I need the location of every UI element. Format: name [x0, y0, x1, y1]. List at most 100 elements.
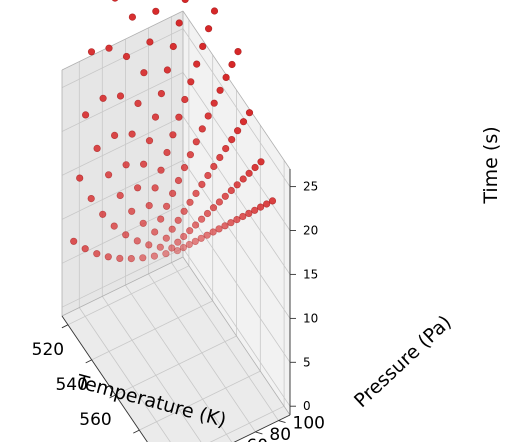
data-point	[93, 144, 101, 152]
data-point	[150, 252, 158, 260]
data-point	[181, 0, 189, 3]
grid-line-y-floor	[148, 273, 256, 433]
data-point	[111, 0, 119, 2]
data-point	[239, 118, 248, 126]
data-point	[173, 247, 181, 255]
data-point	[99, 210, 107, 218]
data-point	[203, 209, 212, 218]
data-point	[152, 7, 160, 15]
data-point	[203, 231, 211, 239]
data-point	[122, 231, 130, 239]
data-point	[186, 198, 194, 206]
grid-line-z-side	[61, 116, 184, 176]
data-point	[157, 166, 165, 174]
y-axis-label: Pressure (Pa)	[350, 311, 456, 412]
data-point	[180, 232, 188, 241]
data-point	[197, 234, 205, 242]
data-point	[175, 19, 183, 27]
data-point	[192, 138, 200, 146]
pane-edge	[182, 10, 291, 170]
data-point	[134, 184, 142, 192]
data-point	[210, 7, 219, 15]
tick-labels: 520540560580600204060801000510152025	[32, 180, 325, 442]
data-point	[185, 240, 193, 249]
y-tick-label: 80	[269, 425, 291, 442]
data-point	[193, 60, 201, 68]
data-point	[110, 222, 118, 230]
y-tick-label: 60	[246, 436, 268, 442]
grid-line-z-back	[182, 247, 291, 407]
data-point	[175, 113, 183, 121]
data-point	[134, 99, 142, 107]
data-point	[186, 227, 194, 235]
data-point	[245, 209, 253, 217]
data-point	[227, 219, 235, 227]
data-point	[268, 197, 277, 205]
data-point	[257, 203, 265, 211]
grid-line-z-back	[182, 116, 291, 275]
data-point	[81, 245, 89, 253]
data-point	[145, 202, 153, 210]
data-point	[221, 222, 229, 230]
data-point	[198, 125, 206, 133]
z-tick-label: 5	[303, 355, 311, 369]
x-tick	[61, 324, 69, 329]
x-tick	[109, 394, 116, 399]
z-tick-label: 0	[303, 399, 311, 413]
grid-line-x-floor	[209, 405, 285, 442]
data-point	[233, 181, 241, 189]
x-tick	[133, 429, 140, 434]
data-point	[221, 192, 229, 200]
data-point	[139, 219, 147, 227]
data-point	[234, 47, 242, 56]
data-point	[216, 86, 224, 94]
data-point	[127, 255, 135, 263]
data-points	[70, 0, 277, 263]
grid-line-y-floor	[125, 284, 233, 442]
grid-line-z-back	[182, 204, 291, 363]
x-tick-label: 540	[55, 375, 87, 395]
data-point	[162, 234, 170, 242]
data-point	[222, 73, 230, 81]
data-point	[122, 161, 130, 169]
tick-marks	[61, 186, 296, 435]
data-point	[87, 195, 95, 203]
data-point	[157, 89, 165, 98]
data-point	[205, 25, 213, 33]
data-point	[93, 250, 101, 258]
data-point	[204, 171, 212, 180]
data-point	[227, 186, 235, 195]
y-tick	[278, 420, 286, 424]
data-point	[169, 131, 177, 139]
grid-line-x-floor	[67, 265, 190, 326]
data-point	[233, 216, 241, 224]
z-tick-label: 15	[303, 267, 318, 281]
data-point	[157, 215, 165, 223]
data-point	[140, 69, 148, 77]
data-point	[110, 131, 119, 139]
data-point	[146, 38, 154, 46]
axis-edges	[61, 10, 291, 442]
grid-line-x-floor	[115, 335, 237, 396]
data-point	[104, 171, 113, 179]
floor-pane	[62, 257, 290, 442]
data-point	[228, 60, 236, 69]
data-point	[151, 113, 160, 121]
data-point	[169, 42, 177, 51]
data-point	[215, 198, 223, 206]
grid-line-z-side	[61, 28, 184, 88]
data-point	[209, 204, 218, 212]
z-axis-label: Time (s)	[480, 126, 502, 204]
x-tick	[85, 359, 92, 364]
grid-lines	[61, 16, 291, 442]
grid-line-x-floor	[139, 370, 261, 431]
data-point	[228, 136, 236, 144]
data-point	[210, 99, 218, 107]
grid-line-x-floor	[91, 300, 213, 361]
pane-edge	[61, 10, 184, 71]
data-point	[216, 153, 224, 162]
data-point	[204, 112, 212, 120]
data-point	[116, 254, 124, 262]
data-point	[179, 244, 187, 252]
